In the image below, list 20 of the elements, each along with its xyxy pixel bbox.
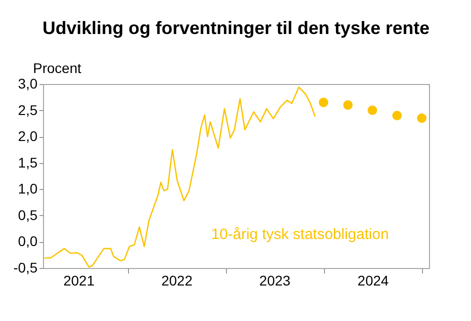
x-tick-label: 2021 xyxy=(63,272,95,288)
chart-title: Udvikling og forventninger til den tyske rente xyxy=(42,18,430,38)
point xyxy=(343,100,353,110)
point xyxy=(392,110,402,120)
y-tick-label: 1,5 xyxy=(18,154,38,170)
y-axis-title: Procent xyxy=(33,60,82,76)
y-tick-label: -0,5 xyxy=(13,260,38,276)
x-tick-label: 2024 xyxy=(358,272,389,288)
point xyxy=(318,98,328,108)
y-tick-label: 0,5 xyxy=(18,206,38,223)
y-tick-label: 3,0 xyxy=(18,76,38,92)
text: 10-årig tysk statsobligation xyxy=(211,226,389,243)
y-tick-label: 0,0 xyxy=(18,233,38,250)
point xyxy=(417,113,426,123)
y-tick-label: 1,0 xyxy=(18,180,38,197)
x-tick-label: 2022 xyxy=(161,272,193,288)
point xyxy=(368,106,378,116)
y-tick-label: 2,5 xyxy=(18,102,38,118)
x-tick-label: 2023 xyxy=(259,272,291,288)
y-tick-label: 2,0 xyxy=(18,128,38,144)
